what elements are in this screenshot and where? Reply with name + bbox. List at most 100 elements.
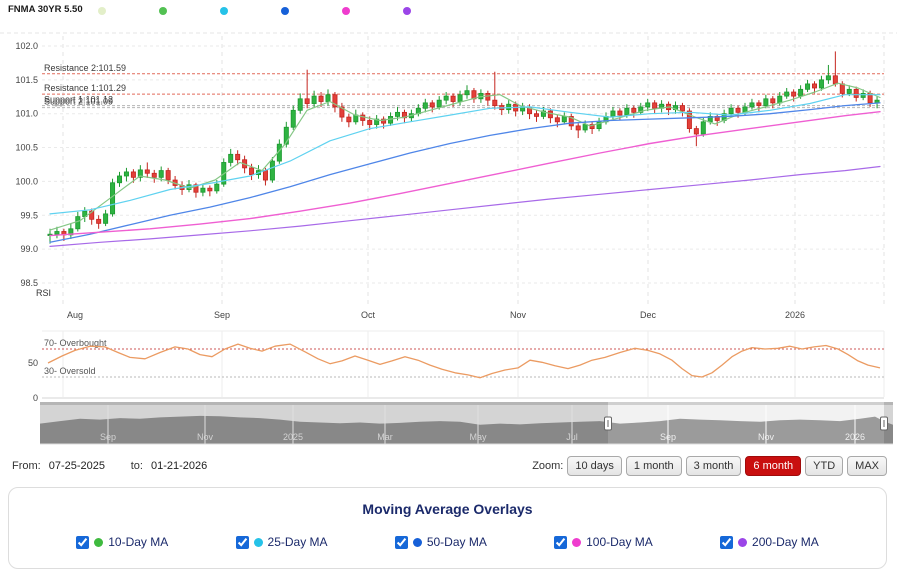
ma-50-label: 50-Day MA	[426, 535, 487, 549]
ma-200-checkbox[interactable]	[720, 535, 734, 549]
candle	[311, 95, 317, 104]
candle	[249, 167, 255, 176]
candle	[506, 103, 512, 111]
x-axis-label: Oct	[361, 310, 376, 320]
navigator-left-handle[interactable]	[604, 416, 612, 431]
price-tick-label: 101.0	[15, 109, 38, 119]
price-tick-label: 100.0	[15, 176, 38, 186]
navigator-label: Sep	[100, 432, 116, 442]
level-label: Resistance 1:101.29	[44, 83, 126, 93]
candle	[554, 117, 560, 123]
ma-50-checkbox[interactable]	[394, 535, 408, 549]
candle	[429, 102, 435, 108]
candle	[346, 116, 352, 123]
candle	[96, 218, 102, 224]
moving-average-panel: Moving Average Overlays 10-Day MA 25-Day…	[8, 487, 887, 569]
zoom-3-month-button[interactable]: 3 month	[685, 456, 742, 476]
ma-25-label: 25-Day MA	[267, 535, 328, 549]
navigator[interactable]: Sep Nov 2025 Mar May Jul Sep Nov 2026	[40, 402, 893, 445]
to-date-input[interactable]	[148, 459, 227, 473]
symbol-label: FNMA 30YR 5.50	[8, 4, 83, 15]
candle	[679, 105, 685, 112]
navigator-label: Mar	[377, 432, 393, 442]
ma-100-dot-icon	[572, 537, 582, 547]
legend-ma25-dot[interactable]	[220, 7, 228, 15]
candle	[450, 95, 456, 102]
candle	[825, 75, 831, 81]
candle	[443, 95, 449, 101]
price-tick-label: 100.5	[15, 143, 38, 153]
candle	[589, 124, 595, 129]
candle	[853, 88, 859, 98]
candle	[228, 153, 234, 163]
navigator-area[interactable]	[40, 415, 893, 444]
legend-ma50-dot[interactable]	[281, 7, 289, 15]
legend-ma100-dot[interactable]	[342, 7, 350, 15]
price-tick-label: 99.0	[20, 244, 38, 254]
ma-50-dot-icon	[412, 537, 422, 547]
candle	[728, 107, 734, 115]
ma-200-label: 200-Day MA	[752, 535, 819, 549]
panel-title: Moving Average Overlays	[362, 501, 533, 517]
x-axis-label: Dec	[640, 310, 657, 320]
legend-ma200-dot[interactable]	[403, 7, 411, 15]
navigator-label: 2025	[283, 432, 303, 442]
price-tick-label: 98.5	[20, 278, 38, 288]
candle	[457, 94, 463, 102]
level-label: Support 2:101.09	[44, 97, 113, 107]
x-axis-label: 2026	[785, 310, 805, 320]
candle	[492, 99, 498, 106]
rsi-title: RSI	[36, 288, 51, 298]
main-plot-area[interactable]	[42, 36, 884, 308]
candle	[582, 124, 588, 131]
candle	[75, 216, 81, 230]
candle	[735, 107, 741, 113]
candle	[374, 118, 380, 125]
ma-25-checkbox[interactable]	[235, 535, 249, 549]
candle	[137, 169, 143, 178]
zoom-1-month-button[interactable]: 1 month	[625, 456, 682, 476]
ma-line-25-day-ma	[49, 94, 881, 215]
candle	[540, 110, 546, 117]
candle	[130, 171, 136, 178]
zoom-6-month-button[interactable]: 6 month	[745, 456, 802, 476]
candle	[645, 102, 651, 108]
candle	[158, 170, 164, 178]
zoom-10-days-button[interactable]: 10 days	[567, 456, 622, 476]
price-chart[interactable]: 102.0 101.5 101.0 100.5 100.0 99.5 99.0 98.5 Aug…	[0, 0, 897, 448]
ma-10-label: 10-Day MA	[108, 535, 169, 549]
candle	[123, 171, 129, 177]
ma-10-checkbox[interactable]	[76, 535, 90, 549]
level-label: Support 1:101.12	[44, 95, 113, 105]
ma-item-100-day[interactable]: 100-Day MA	[554, 535, 653, 549]
navigator-label: Nov	[197, 432, 214, 442]
legend-ma10-dot[interactable]	[159, 7, 167, 15]
ma-item-200-day[interactable]: 200-Day MA	[720, 535, 819, 549]
candle	[318, 95, 324, 102]
from-date-input[interactable]	[46, 459, 125, 473]
candle	[325, 94, 331, 102]
gridlines	[0, 32, 897, 397]
ma-100-checkbox[interactable]	[554, 535, 568, 549]
candle	[394, 111, 400, 117]
candle	[422, 102, 428, 109]
ma-25-dot-icon	[253, 537, 263, 547]
candle	[165, 170, 171, 181]
ma-item-25-day[interactable]: 25-Day MA	[235, 535, 328, 549]
candle	[693, 128, 699, 135]
candle	[290, 109, 296, 128]
navigator-mask-right	[884, 402, 893, 444]
candle	[89, 210, 95, 220]
zoom-ytd-button[interactable]: YTD	[805, 456, 844, 476]
candle	[617, 110, 623, 116]
navigator-right-handle[interactable]	[880, 416, 888, 431]
oversold-label: 30- Oversold	[44, 366, 96, 376]
legend-candle-dot[interactable]	[98, 7, 106, 15]
ma-item-50-day[interactable]: 50-Day MA	[394, 535, 487, 549]
zoom-max-button[interactable]: MAX	[847, 456, 887, 476]
ma-item-10-day[interactable]: 10-Day MA	[76, 535, 168, 549]
candle	[235, 153, 241, 161]
rsi-line	[47, 343, 881, 379]
ma-line-10-day-ma	[49, 82, 881, 231]
candle	[575, 125, 581, 131]
